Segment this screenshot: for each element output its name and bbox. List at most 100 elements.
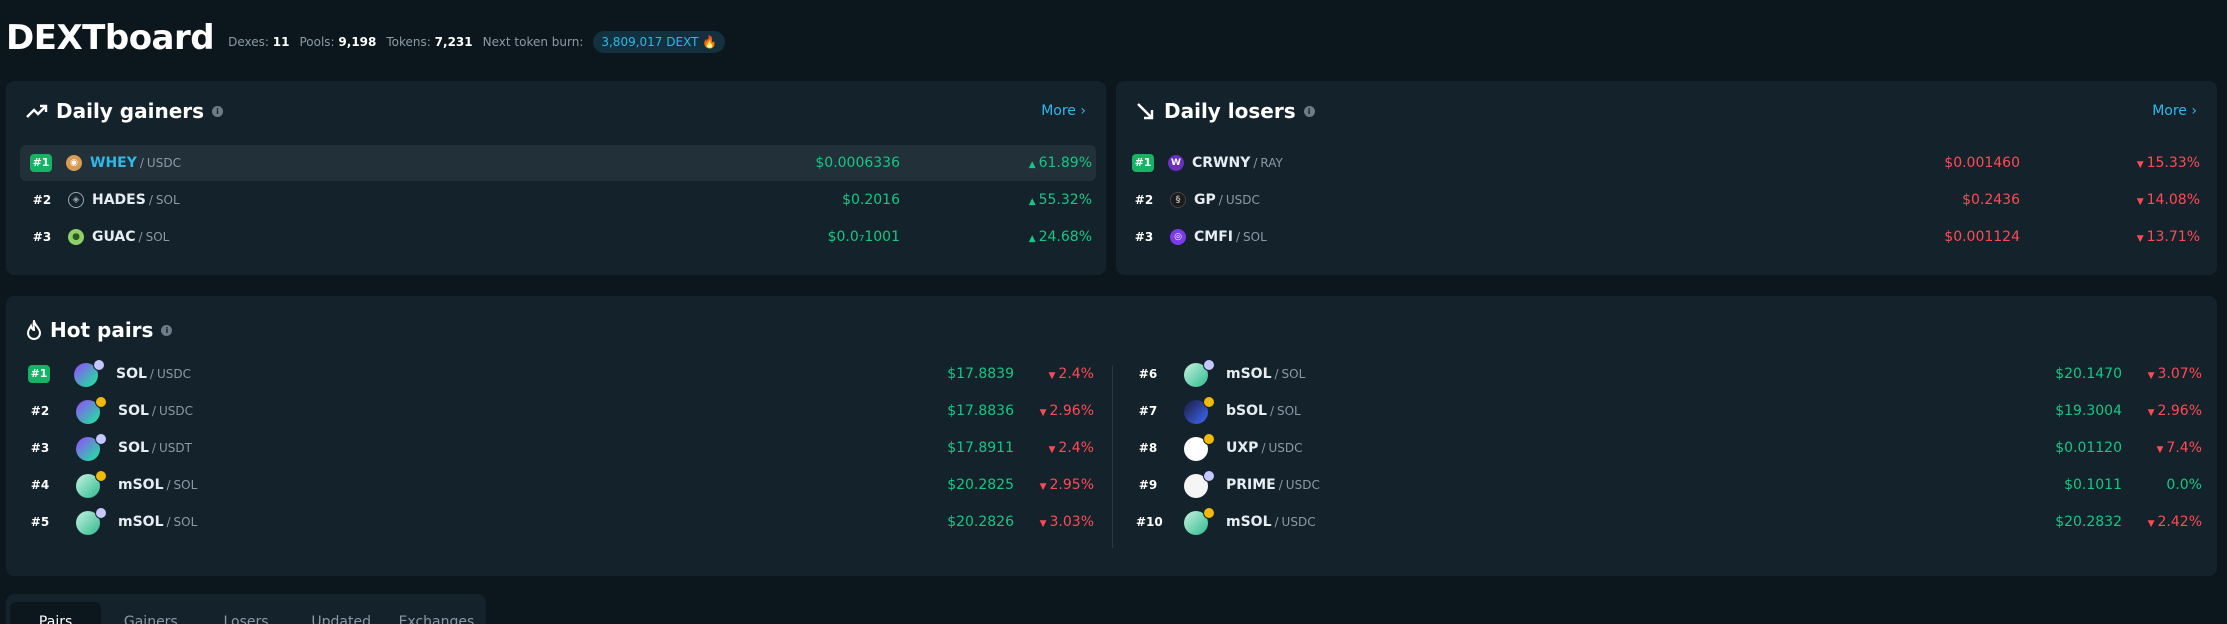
change: ▼ 3.03% [1039,514,1094,530]
price: $0.01120 [2055,440,2122,456]
dex-icon [95,396,107,408]
hot-pair-row[interactable]: #9 PRIME / USDC $0.1011 0.0% [1128,467,2208,503]
pair-name[interactable]: GP / USDC [1194,192,1260,208]
guac-token-icon: ● [68,229,84,245]
hot-pair-row[interactable]: #3 SOL / USDT $17.8911 ▼ 2.4% [20,430,1100,466]
dex-icon [1203,470,1215,482]
tab-exchanges[interactable]: Exchanges [398,614,475,624]
pair-token-icon [1184,433,1215,461]
rank-label: #8 [1138,441,1158,455]
hot-pair-row[interactable]: #7 bSOL / SOL $19.3004 ▼ 2.96% [1128,393,2208,429]
rank-badge: #1 [30,154,52,172]
arrow-down-icon: ▼ [1039,519,1047,529]
price: $0.0006336 [815,155,900,171]
info-icon[interactable]: i [161,324,173,336]
change: ▼ 13.71% [2136,229,2200,245]
gainer-row[interactable]: #1 ◉ WHEY / USDC $0.0006336 ▲ 61.89% [20,145,1096,181]
rank-label: #3 [30,441,50,455]
app-logo[interactable]: DEXTboard [6,18,215,58]
pair-token-icon [76,433,107,461]
pair-token-icon [74,359,105,387]
hot-pair-row[interactable]: #6 mSOL / SOL $20.1470 ▼ 3.07% [1128,356,2208,392]
info-icon[interactable]: i [1303,105,1315,117]
pair-name[interactable]: CMFI / SOL [1194,229,1267,245]
dex-icon [1203,507,1215,519]
rank-label: #2 [30,404,50,418]
pair-name[interactable]: SOL / USDC [116,366,191,382]
losers-more-link[interactable]: More › [2152,103,2197,119]
dex-icon [1203,359,1215,371]
pair-name[interactable]: mSOL / SOL [1226,366,1306,382]
tab-gainers[interactable]: Gainers [123,614,178,624]
pair-token-icon [1184,507,1215,535]
pair-name[interactable]: UXP / USDC [1226,440,1303,456]
hot-pair-row[interactable]: #4 mSOL / SOL $20.2825 ▼ 2.95% [20,467,1100,503]
arrow-down-icon: ▼ [1048,445,1056,455]
columns-divider [1112,366,1113,548]
change: ▲ 61.89% [1028,155,1092,171]
pair-name[interactable]: GUAC / SOL [92,229,170,245]
pair-name[interactable]: mSOL / USDC [1226,514,1316,530]
global-stats: Dexes: 11 Pools: 9,198 Tokens: 7,231 Nex… [228,31,726,53]
price: $20.2825 [947,477,1014,493]
stat-pools: Pools: 9,198 [299,35,377,49]
arrow-down-icon: ▼ [1048,371,1056,381]
burn-badge[interactable]: 3,809,017 DEXT 🔥 [593,31,726,53]
hot-pair-row[interactable]: #10 mSOL / USDC $20.2832 ▼ 2.42% [1128,504,2208,540]
change: ▼ 2.95% [1039,477,1094,493]
pair-name[interactable]: bSOL / SOL [1226,403,1301,419]
flame-icon [26,320,42,340]
price: $0.2436 [1962,192,2020,208]
rank-badge: #1 [1132,154,1154,172]
change: ▲ 55.32% [1028,192,1092,208]
dex-icon [1203,433,1215,445]
loser-row[interactable]: #1 W CRWNY / RAY $0.001460 ▼ 15.33% [1130,145,2206,181]
hot-pair-row[interactable]: #1 SOL / USDC $17.8839 ▼ 2.4% [20,356,1100,392]
loser-row[interactable]: #2 § GP / USDC $0.2436 ▼ 14.08% [1130,182,2206,218]
pair-name[interactable]: mSOL / SOL [118,477,198,493]
arrow-down-icon: ▼ [2136,160,2144,170]
price: $0.2016 [842,192,900,208]
pair-name[interactable]: SOL / USDT [118,440,192,456]
dex-icon [93,359,105,371]
pair-name[interactable]: PRIME / USDC [1226,477,1320,493]
change: ▼ 2.96% [2147,403,2202,419]
dex-icon [95,433,107,445]
pair-token-icon [76,470,107,498]
arrow-up-icon: ▲ [1028,160,1036,170]
change: ▼ 2.96% [1039,403,1094,419]
stat-dexes: Dexes: 11 [228,35,290,49]
dex-icon [95,470,107,482]
gainer-row[interactable]: #2 ◈ HADES / SOL $0.2016 ▲ 55.32% [20,182,1096,218]
pair-name[interactable]: mSOL / SOL [118,514,198,530]
price: $0.0₇1001 [827,229,900,245]
pair-name[interactable]: SOL / USDC [118,403,193,419]
tab-updated[interactable]: Updated [311,614,371,624]
hot-pair-row[interactable]: #5 mSOL / SOL $20.2826 ▼ 3.03% [20,504,1100,540]
loser-row[interactable]: #3 ◎ CMFI / SOL $0.001124 ▼ 13.71% [1130,219,2206,255]
rank-label: #9 [1138,478,1158,492]
change: ▲ 24.68% [1028,229,1092,245]
gainer-row[interactable]: #3 ● GUAC / SOL $0.0₇1001 ▲ 24.68% [20,219,1096,255]
pair-name[interactable]: CRWNY / RAY [1192,155,1283,171]
pair-token-icon [76,507,107,535]
crwny-token-icon: W [1168,155,1184,171]
tab-pairs[interactable]: Pairs [10,602,102,624]
pair-token-icon [76,396,107,424]
pair-name[interactable]: HADES / SOL [92,192,180,208]
hot-pair-row[interactable]: #2 SOL / USDC $17.8836 ▼ 2.96% [20,393,1100,429]
rank-label: #3 [1134,230,1154,244]
pair-token-icon [1184,470,1215,498]
info-icon[interactable]: i [212,105,224,117]
change: ▼ 15.33% [2136,155,2200,171]
daily-losers-card: Daily losers i More › #1 W CRWNY / RAY $0.… [1116,81,2217,275]
hot-pair-row[interactable]: #8 UXP / USDC $0.01120 ▼ 7.4% [1128,430,2208,466]
gp-token-icon: § [1170,192,1186,208]
pair-name[interactable]: WHEY / USDC [90,155,181,171]
pair-token-icon [1184,396,1215,424]
rank-label: #2 [32,193,52,207]
price: $0.001460 [1944,155,2020,171]
gainers-more-link[interactable]: More › [1041,103,1086,119]
tab-losers[interactable]: Losers [223,614,269,624]
stat-burn: Next token burn: [482,35,584,49]
